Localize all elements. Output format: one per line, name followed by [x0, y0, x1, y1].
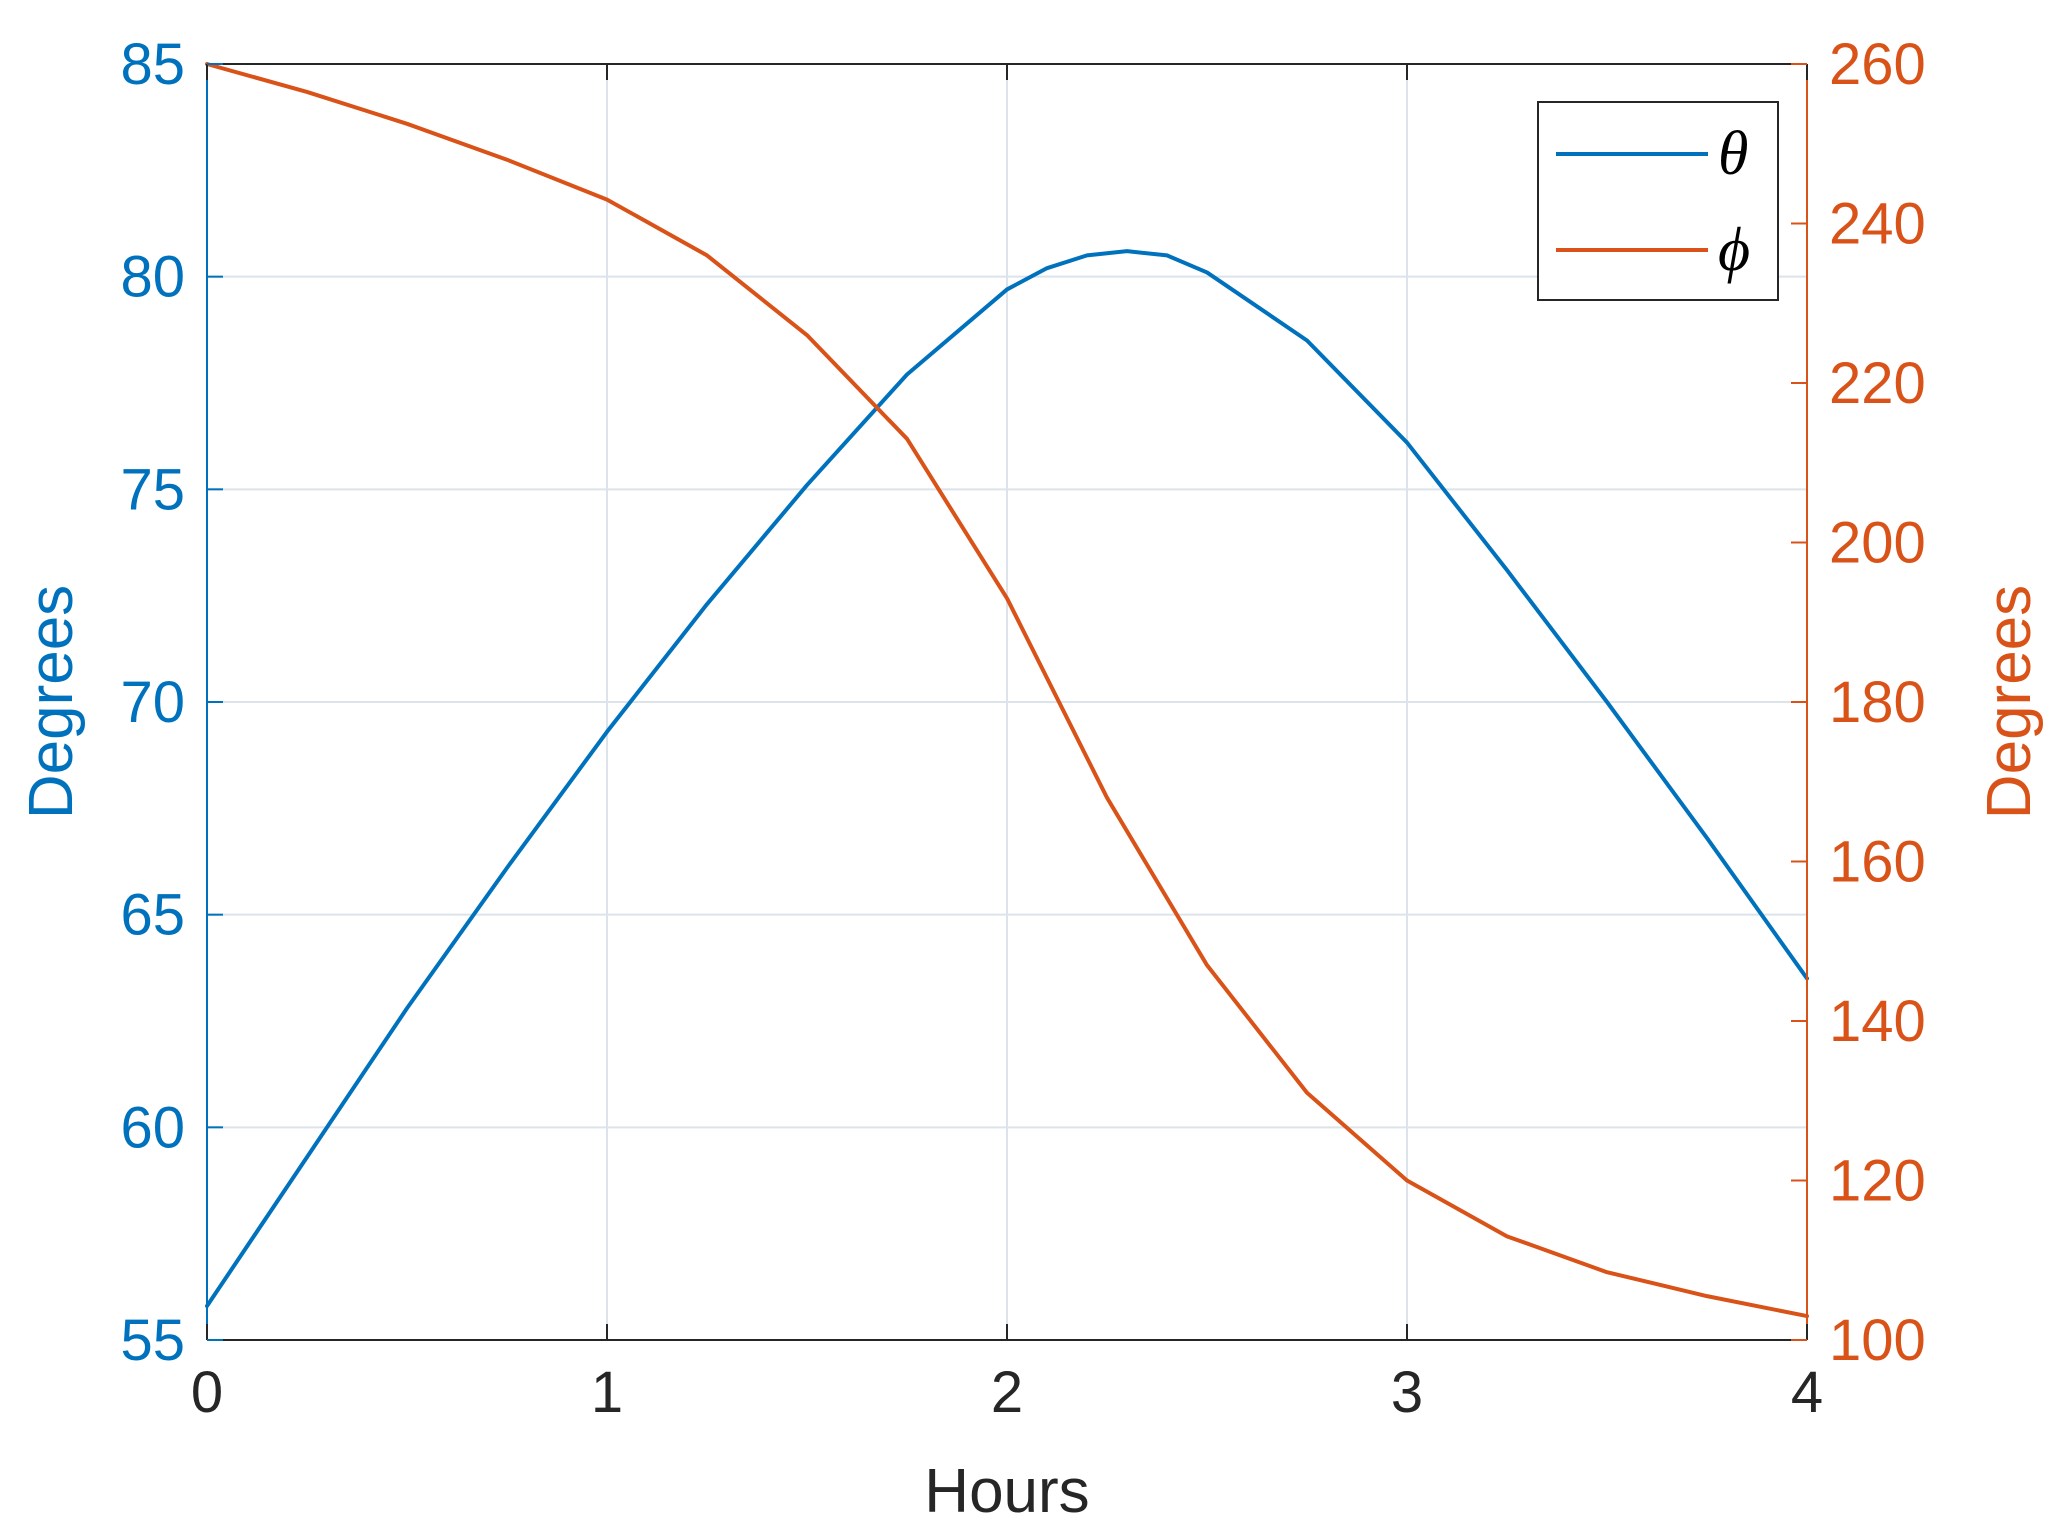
legend: θ ϕ — [1537, 101, 1779, 301]
series-layer — [205, 62, 1809, 1319]
ticks-layer: 0 1 2 3 4 55 60 65 70 75 80 85 100 120 140 160 180 200 220… — [120, 32, 1925, 1425]
y-left-tick-label-6: 85 — [120, 32, 185, 97]
y-axis-left-label: Degrees — [17, 585, 86, 819]
y-left-tick-label-5: 80 — [120, 245, 185, 310]
x-tick-label-0: 0 — [191, 1360, 223, 1425]
y-right-tick-label-0: 100 — [1829, 1308, 1926, 1373]
y-left-tick-label-4: 75 — [120, 457, 185, 522]
series-line-0 — [205, 249, 1809, 1308]
y-right-tick-label-1: 120 — [1829, 1149, 1926, 1214]
x-tick-label-2: 2 — [991, 1360, 1023, 1425]
y-left-tick-label-1: 60 — [120, 1095, 185, 1160]
x-tick-label-1: 1 — [591, 1360, 623, 1425]
y-right-tick-label-3: 160 — [1829, 830, 1926, 895]
y-right-tick-label-5: 200 — [1829, 511, 1926, 576]
legend-label-phi: ϕ — [1718, 216, 1750, 284]
legend-box — [1537, 101, 1779, 301]
x-tick-label-3: 3 — [1391, 1360, 1423, 1425]
legend-label-theta: θ — [1718, 120, 1748, 188]
y-left-tick-label-2: 65 — [120, 883, 185, 948]
y-right-tick-label-2: 140 — [1829, 989, 1926, 1054]
y-right-tick-label-4: 180 — [1829, 670, 1926, 735]
series-line-1 — [205, 62, 1809, 1319]
y-right-tick-label-8: 260 — [1829, 32, 1926, 97]
y-left-tick-label-3: 70 — [120, 670, 185, 735]
x-tick-label-4: 4 — [1791, 1360, 1823, 1425]
x-axis-label: Hours — [924, 1457, 1089, 1526]
y-axis-right-label: Degrees — [1975, 585, 2044, 819]
y-right-tick-label-7: 240 — [1829, 192, 1926, 257]
y-right-tick-label-6: 220 — [1829, 351, 1926, 416]
y-left-tick-label-0: 55 — [120, 1308, 185, 1373]
